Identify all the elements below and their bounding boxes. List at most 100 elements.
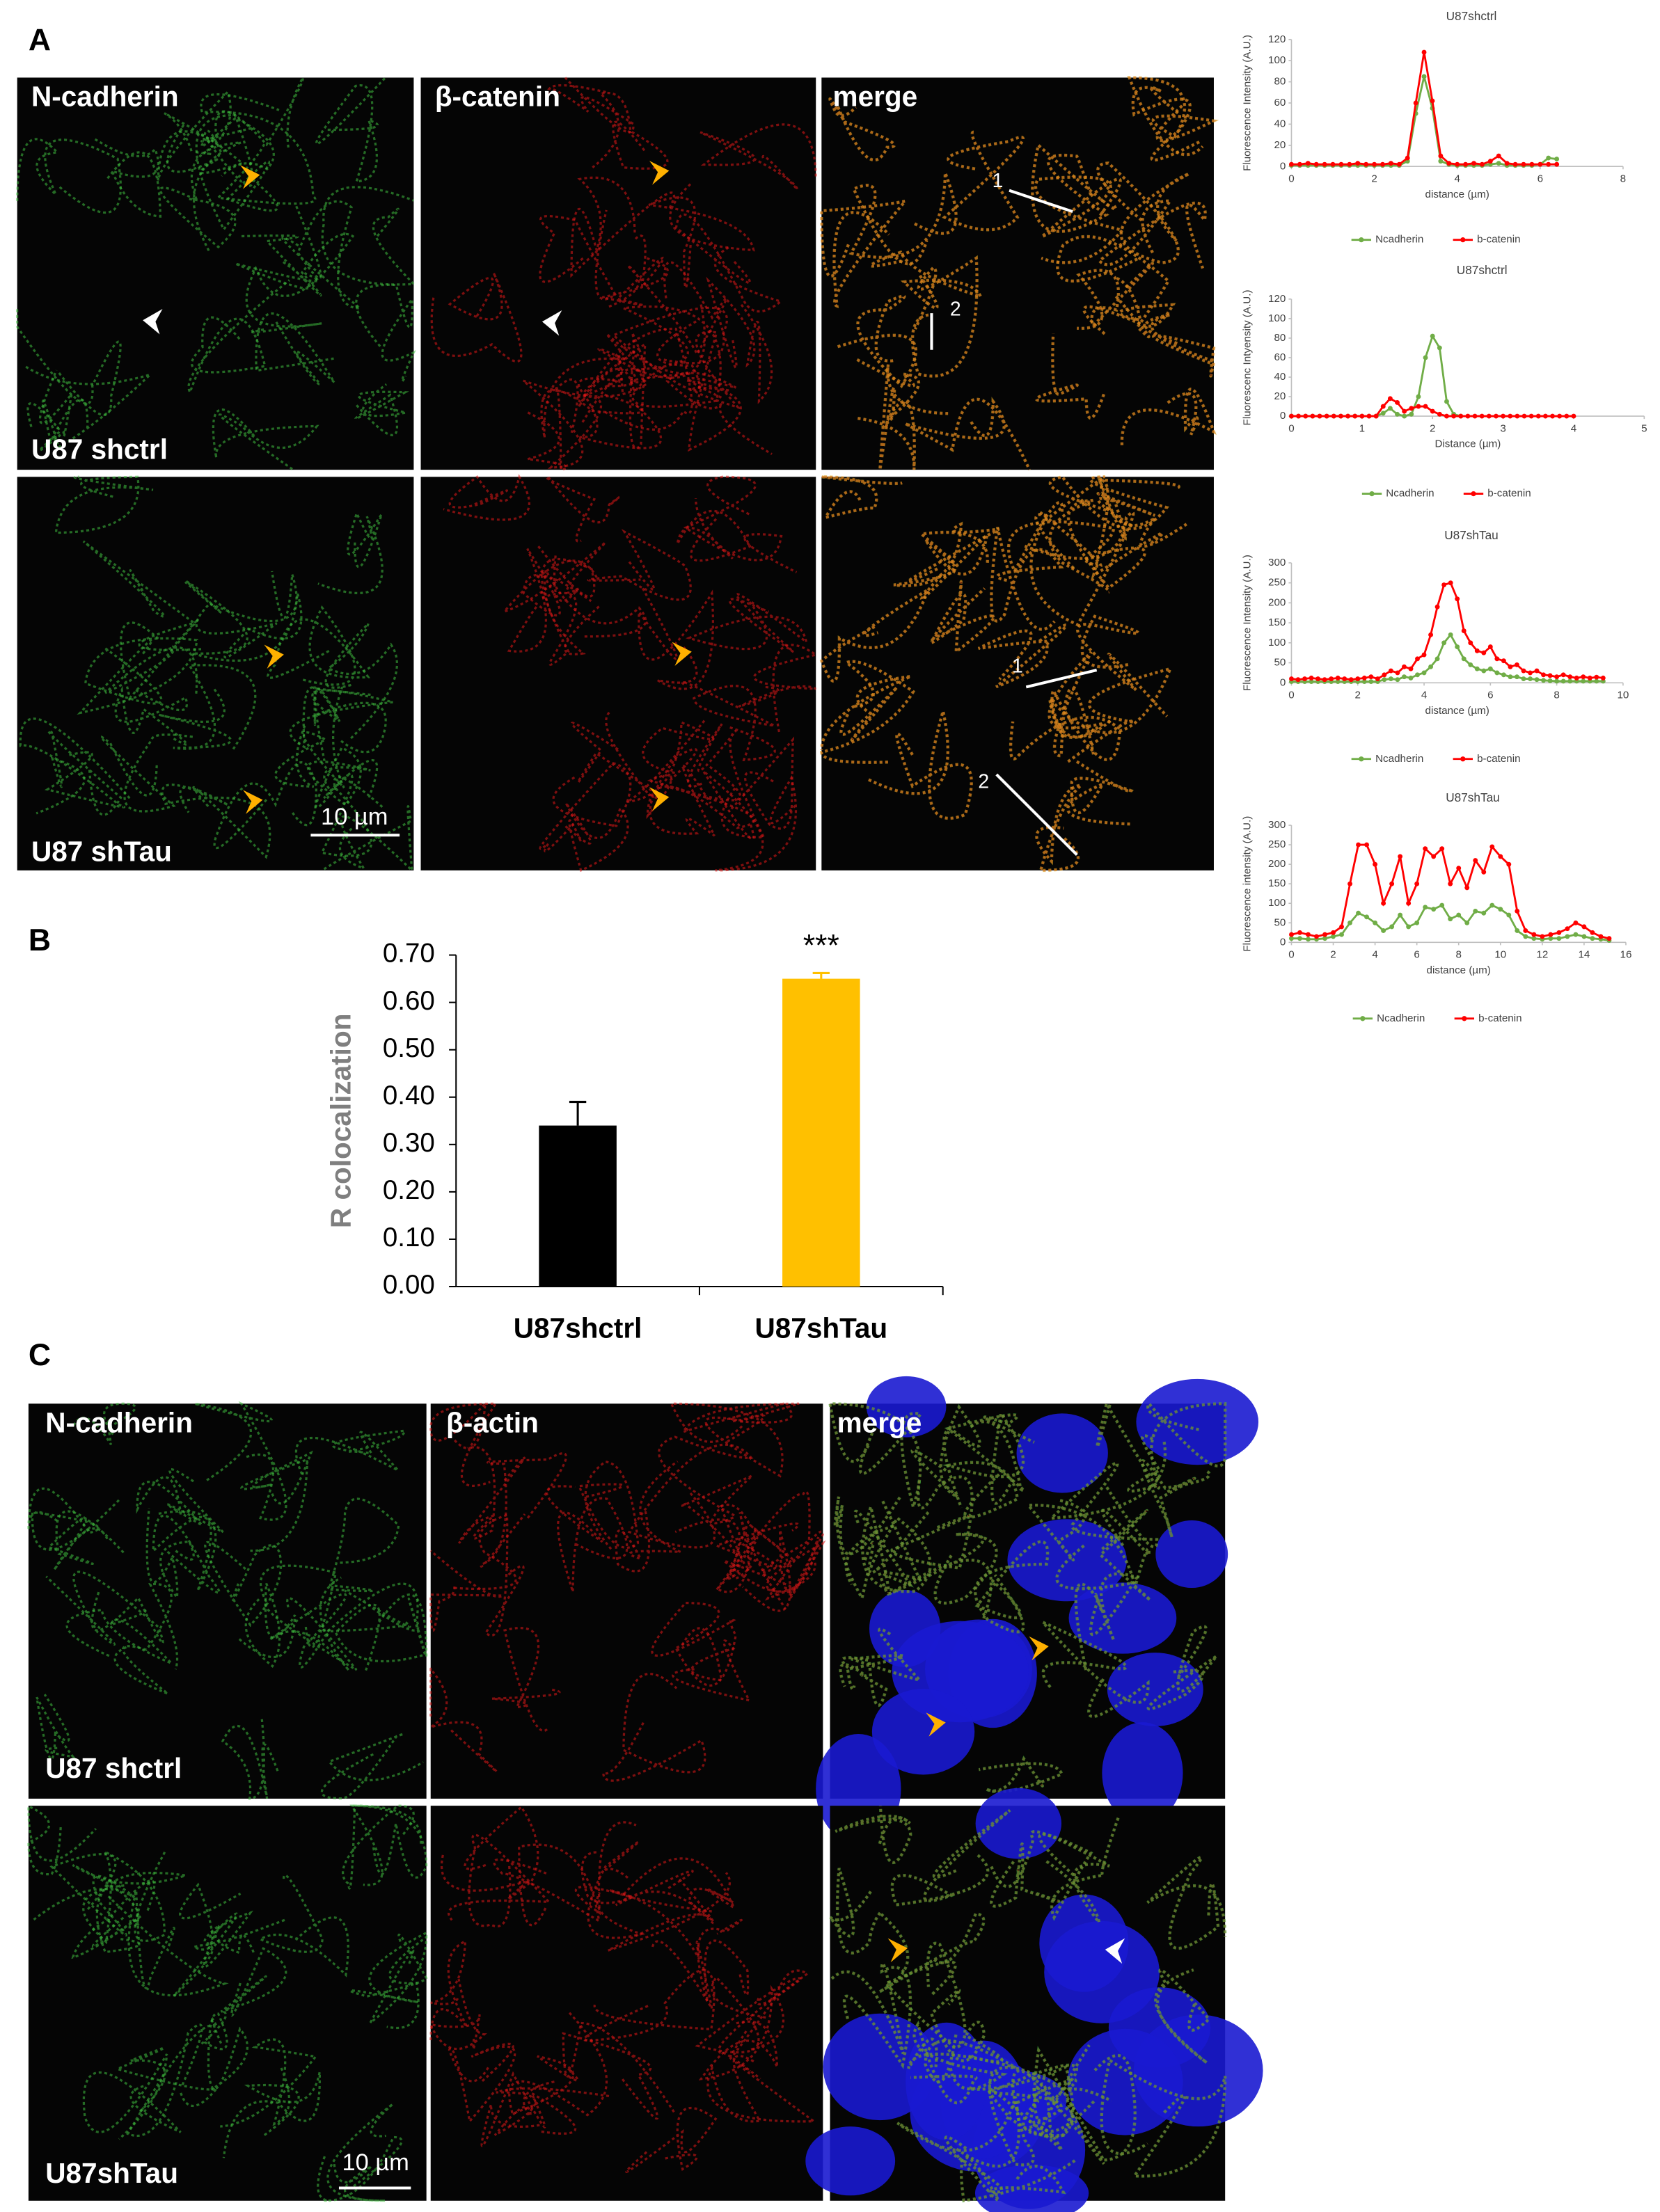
data-point	[1508, 674, 1513, 680]
error-bar	[812, 971, 830, 979]
data-point	[1464, 920, 1470, 925]
data-point	[1342, 676, 1347, 681]
membrane	[173, 1882, 242, 1998]
data-point	[1297, 161, 1302, 167]
membrane	[878, 1911, 986, 1994]
column-label: N-cadherin	[45, 1406, 193, 1438]
data-point	[1446, 161, 1452, 166]
data-point	[1506, 912, 1512, 918]
membrane	[828, 1962, 912, 2069]
x-axis-label: distance (µm)	[1425, 705, 1489, 717]
profile-line	[1009, 189, 1073, 214]
data-point	[1529, 161, 1535, 167]
data-point	[1556, 930, 1562, 935]
membrane	[978, 1756, 1064, 1794]
membrane	[577, 1461, 640, 1550]
arrowhead	[649, 787, 670, 811]
membrane	[522, 367, 647, 469]
x-tick-label: 0	[1288, 949, 1294, 961]
data-point	[1560, 672, 1566, 678]
data-point	[1444, 399, 1449, 404]
data-point	[1590, 930, 1595, 935]
membrane	[245, 232, 355, 334]
membrane	[204, 1541, 283, 1628]
data-point	[1481, 910, 1487, 916]
data-point	[1430, 333, 1435, 339]
membrane	[1154, 1968, 1212, 2064]
data-point	[1314, 934, 1319, 939]
data-point	[1515, 674, 1519, 680]
data-point	[1515, 908, 1520, 914]
panel-label: A	[29, 24, 51, 58]
legend-marker	[1359, 237, 1364, 243]
data-point	[1423, 905, 1428, 910]
y-tick-label: 250	[1268, 838, 1286, 850]
significance-marker: ***	[803, 929, 839, 963]
data-point	[1413, 100, 1418, 106]
data-point	[1329, 676, 1334, 681]
x-tick-label: 2	[1371, 173, 1377, 184]
membrane	[835, 1805, 912, 1865]
legend-label: Ncadherin	[1377, 1012, 1425, 1024]
membrane	[836, 294, 918, 389]
membrane	[698, 1984, 785, 2080]
data-point	[1355, 161, 1361, 166]
membrane	[1044, 475, 1170, 531]
bar	[539, 1125, 617, 1287]
membrane	[820, 198, 910, 309]
data-point	[1455, 161, 1460, 167]
membrane	[665, 372, 773, 456]
membrane	[942, 130, 1025, 232]
membrane	[16, 138, 122, 214]
x-tick-label: 12	[1536, 949, 1548, 961]
membrane	[113, 1582, 179, 1695]
nucleus	[1102, 1722, 1183, 1824]
membrane	[1022, 2085, 1112, 2165]
y-tick-label: 250	[1268, 577, 1286, 589]
data-point	[1567, 674, 1573, 680]
membrane	[448, 2042, 516, 2124]
y-tick-label: 60	[1274, 97, 1286, 109]
data-point	[1461, 628, 1467, 634]
data-point	[1416, 394, 1421, 399]
series-line	[1291, 904, 1610, 941]
data-point	[1548, 932, 1554, 937]
data-point	[1487, 666, 1493, 671]
data-point	[1567, 678, 1573, 684]
x-tick-label: 4	[1571, 422, 1576, 434]
data-point	[1313, 161, 1319, 167]
membrane	[820, 660, 916, 764]
membrane	[929, 580, 995, 655]
legend-label: b-catenin	[1478, 1012, 1521, 1024]
membrane	[35, 729, 122, 816]
y-tick-label: 0.10	[383, 1223, 435, 1252]
membrane	[910, 255, 979, 378]
membrane	[988, 2044, 1091, 2135]
x-tick-label: U87shctrl	[514, 1312, 642, 1344]
data-point	[1373, 861, 1378, 867]
x-tick-label: 0	[1288, 173, 1294, 184]
data-point	[1554, 161, 1560, 167]
membrane	[706, 276, 773, 404]
bar	[782, 978, 860, 1287]
membrane	[72, 1402, 136, 1445]
membrane	[19, 717, 132, 809]
y-tick-label: 40	[1274, 118, 1286, 129]
membrane	[846, 1628, 924, 1691]
data-point	[1581, 678, 1586, 684]
data-point	[1515, 928, 1520, 933]
data-point	[1428, 632, 1434, 637]
data-point	[1493, 413, 1499, 419]
membrane	[674, 1474, 753, 1582]
data-point	[1431, 854, 1437, 859]
membrane	[695, 1975, 803, 2054]
data-point	[1395, 400, 1400, 405]
data-point	[1590, 936, 1595, 941]
data-point	[1339, 924, 1344, 930]
y-axis-label: Fluorescence Intensity (A.U.)	[1242, 35, 1254, 171]
data-point	[1600, 675, 1606, 681]
arrowhead	[143, 309, 163, 335]
data-point	[1571, 413, 1576, 419]
membrane	[1146, 1401, 1227, 1481]
